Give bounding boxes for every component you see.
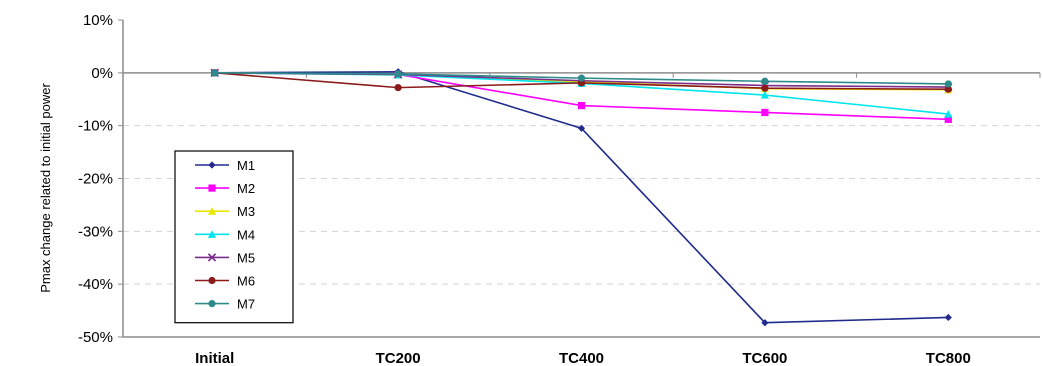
data-point-m1 — [577, 124, 586, 132]
x-tick-label: TC800 — [926, 350, 971, 366]
y-tick-label: -10% — [78, 118, 113, 135]
data-point-m1 — [944, 313, 952, 322]
series-line-m1 — [214, 70, 949, 324]
legend-marker — [208, 300, 216, 308]
legend-label: M4 — [237, 227, 255, 242]
legend-label: M6 — [237, 274, 255, 289]
data-point-m6 — [944, 85, 952, 93]
legend: M1 M2 M3 M4 M5 M6 M7 — [174, 150, 294, 324]
data-point-m4 — [944, 109, 953, 118]
data-point-m4 — [760, 90, 769, 99]
legend-item-m4: M4 — [195, 227, 255, 242]
data-point-m2 — [944, 115, 952, 123]
legend-item-m2: M2 — [195, 181, 255, 196]
data-point-m6 — [394, 84, 402, 92]
y-tick-label: -50% — [78, 329, 113, 346]
legend-marker — [208, 276, 216, 285]
series-m7 — [211, 69, 952, 88]
legend-marker — [208, 161, 216, 169]
x-tick-label: Initial — [195, 350, 234, 366]
x-tick-label: TC200 — [376, 350, 421, 366]
data-point-m7 — [761, 77, 769, 85]
data-point-m2 — [761, 108, 769, 117]
legend-label: M5 — [237, 250, 255, 265]
y-tick-label: -40% — [78, 276, 113, 293]
y-tick-label: -30% — [78, 223, 113, 240]
legend-item-m1: M1 — [195, 158, 255, 173]
tick-labels: 10% 0% -10% -20% -30% -40% -50% Initial TC200 TC4… — [78, 12, 971, 366]
legend-item-m5: M5 — [195, 250, 255, 265]
legend-marker — [207, 207, 217, 215]
x-tick-label: TC400 — [559, 350, 604, 366]
data-point-m1 — [761, 319, 769, 327]
legend-label: M2 — [237, 181, 255, 196]
legend-item-m6: M6 — [195, 274, 255, 289]
series-lines — [210, 68, 953, 327]
data-point-m2 — [577, 101, 586, 110]
legend-marker — [207, 230, 217, 238]
data-point-m7 — [944, 80, 952, 88]
legend-marker — [208, 184, 216, 192]
data-point-m6 — [761, 84, 769, 92]
legend-label: M7 — [237, 297, 255, 312]
legend-label: M1 — [237, 158, 255, 173]
data-point-m7 — [394, 70, 402, 78]
data-point-m7 — [577, 74, 586, 82]
y-tick-label: 0% — [91, 65, 113, 82]
y-tick-label: -20% — [78, 171, 113, 188]
marker-stroke — [207, 253, 217, 262]
y-tick-label: 10% — [83, 12, 113, 29]
legend-box — [174, 150, 294, 324]
x-tick-label: TC600 — [742, 350, 787, 366]
y-axis-title: Pmax change related to initial power — [38, 83, 53, 293]
legend-item-m7: M7 — [195, 297, 255, 312]
legend-item-m3: M3 — [195, 204, 255, 219]
data-point-m7 — [211, 69, 219, 77]
legend-label: M3 — [237, 204, 255, 219]
legend-marker — [207, 253, 217, 262]
